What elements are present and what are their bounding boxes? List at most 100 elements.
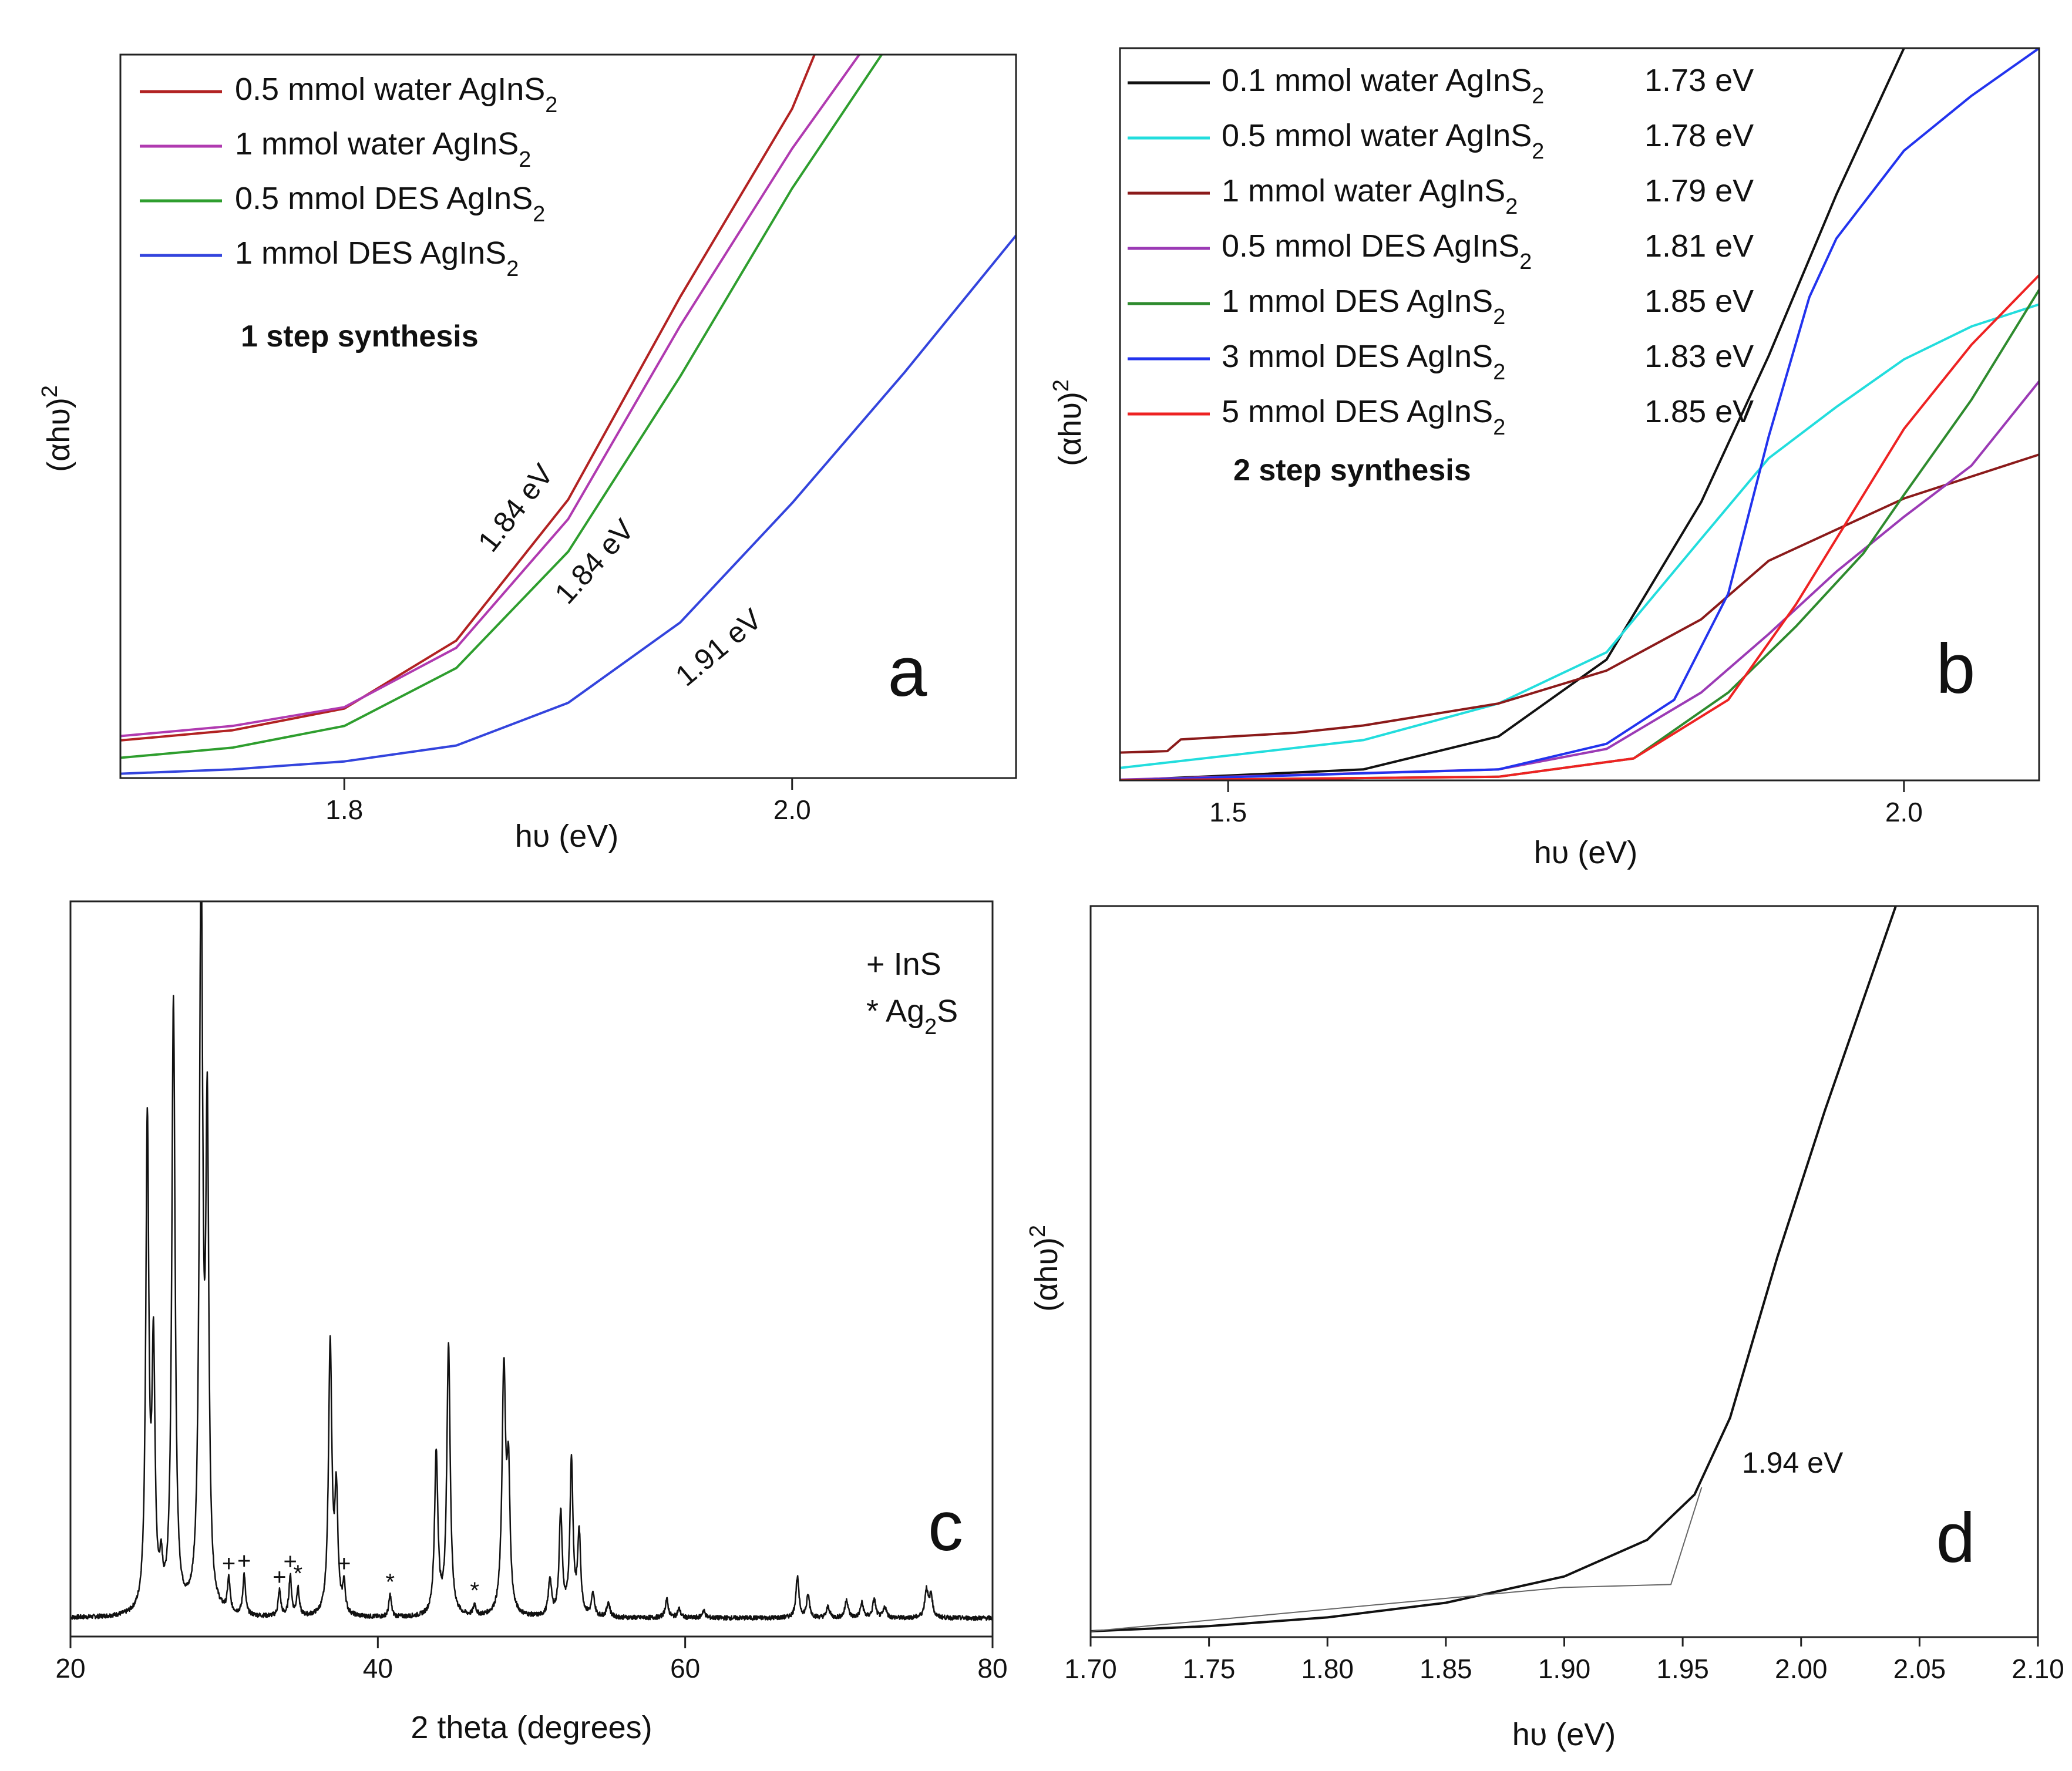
legend-label: 0.1 mmol water AgInS2 [1222,63,1544,109]
series-line-2 [1120,453,2039,754]
legend-label-text: 1 mmol water AgInS [235,126,519,161]
plot-frame [69,900,994,1638]
series-line-3 [120,234,1016,775]
y-axis-label-base: (αhυ) [41,398,76,472]
panel-letter: a [888,632,927,711]
phase-marker: + [237,1548,251,1574]
series-line-5 [1120,48,2039,780]
legend-label-sub: 2 [1519,250,1532,274]
series-line-2 [120,55,883,759]
legend-label-sub: 2 [1532,84,1544,109]
legend-value: 1.81 eV [1644,228,1754,264]
legend-label-text: 5 mmol DES AgInS [1222,394,1493,429]
legend-space [885,947,894,982]
legend-text2: S [937,994,958,1029]
x-tick-label: 60 [670,1653,700,1684]
phase-marker: + [337,1551,351,1577]
x-axis-label: hυ (eV) [1534,835,1638,870]
legend-label: 1 mmol water AgInS2 [235,126,531,172]
panel-letter: c [928,1487,963,1565]
legend-label-sub: 2 [533,202,545,227]
y-axis-label-sup: 2 [1049,379,1074,392]
legend-entry: * Ag2S [866,994,958,1039]
panel-letter: b [1936,629,1976,708]
x-tick-label: 1.85 [1420,1654,1472,1684]
series-line-1 [1120,303,2039,769]
y-axis-label-sup: 2 [38,385,62,398]
gap-annotation: 1.94 eV [1742,1446,1844,1479]
phase-marker: * [293,1561,302,1587]
legend-label-text: 0.5 mmol water AgInS [235,72,545,107]
legend-label-text: 0.5 mmol DES AgInS [1222,228,1519,264]
series-line-0 [1120,48,1905,780]
legend-label-text: 0.5 mmol water AgInS [1222,118,1532,153]
legend: + InS * Ag2S [866,947,958,1039]
plot-frame [1119,47,2040,782]
x-tick-label: 1.5 [1209,797,1247,827]
x-tick-label: 2.0 [773,794,811,825]
legend-label-text: 0.1 mmol water AgInS [1222,63,1532,98]
legend-label-text: 1 mmol DES AgInS [1222,284,1493,319]
legend-label-sub: 2 [1493,415,1505,440]
legend-label: 3 mmol DES AgInS2 [1222,339,1505,385]
series-line-0 [120,55,816,742]
panel-title: 1 step synthesis [241,319,479,353]
legend-value: 1.79 eV [1644,173,1754,208]
fit-line [1091,1487,1703,1632]
phase-marker: * [385,1570,395,1595]
phase-marker: * [470,1578,479,1604]
legend-label: 0.5 mmol DES AgInS2 [235,181,545,227]
x-tick-label: 2.00 [1775,1654,1828,1684]
series-line-3 [1120,381,2039,780]
legend-label-text: 3 mmol DES AgInS [1222,339,1493,374]
legend-sub: 2 [924,1015,937,1039]
y-axis-label-base: (αhυ) [1029,1237,1064,1312]
legend-label-sub: 2 [1493,305,1505,329]
y-axis-label: (αhυ)2 [1049,379,1088,466]
y-axis-label: (αhυ)2 [1025,1225,1064,1312]
x-tick-label: 1.8 [325,794,363,825]
legend-symbol: + [866,947,885,982]
legend-text: InS [894,947,941,982]
legend: 0.1 mmol water AgInS2 1.73 eV0.5 mmol wat… [1128,63,1754,440]
phase-marker: + [273,1564,286,1590]
phase-marker: + [284,1549,297,1575]
legend-label-sub: 2 [1493,360,1505,385]
legend-label: 0.5 mmol water AgInS2 [1222,118,1544,164]
legend-label-sub: 2 [545,93,557,117]
legend-value: 1.85 eV [1644,394,1754,429]
y-axis-label-base: (αhυ) [1052,392,1088,466]
legend-space [879,994,886,1029]
phase-marker: + [222,1551,236,1577]
x-axis-label: hυ (eV) [515,819,619,854]
legend-label: 0.5 mmol DES AgInS2 [1222,228,1532,274]
legend-value: 1.78 eV [1644,118,1754,153]
legend-label: 1 mmol water AgInS2 [1222,173,1518,219]
legend-entry: + InS [866,947,941,982]
x-tick-label: 1.70 [1064,1654,1117,1684]
x-tick-label: 1.75 [1183,1654,1236,1684]
series-line-1 [120,55,860,738]
legend-text: Ag [886,994,924,1029]
legend-label-sub: 2 [519,147,531,172]
y-axis-label-sup: 2 [1025,1225,1050,1237]
panel-d: 1.70 1.75 1.80 1.85 1.90 1.95 2.00 2.05 2.10 1.94… [1025,905,2064,1752]
plot-frame [119,53,1017,779]
legend-label-sub: 2 [506,257,519,281]
legend-symbol: * [866,994,879,1029]
data-line [1091,906,1897,1632]
x-tick-label: 40 [363,1653,393,1684]
x-tick-label: 2.0 [1885,797,1923,827]
panel-title: 2 step synthesis [1233,453,1471,487]
x-tick-label: 1.90 [1538,1654,1591,1684]
x-axis-label: 2 theta (degrees) [411,1710,652,1745]
xrd-pattern [70,901,993,1621]
x-tick-label: 80 [977,1653,1007,1684]
legend-label: 5 mmol DES AgInS2 [1222,394,1505,440]
legend-label-text: 1 mmol DES AgInS [235,235,506,271]
x-tick-label: 1.80 [1301,1654,1354,1684]
series-line-6 [1120,274,2039,780]
